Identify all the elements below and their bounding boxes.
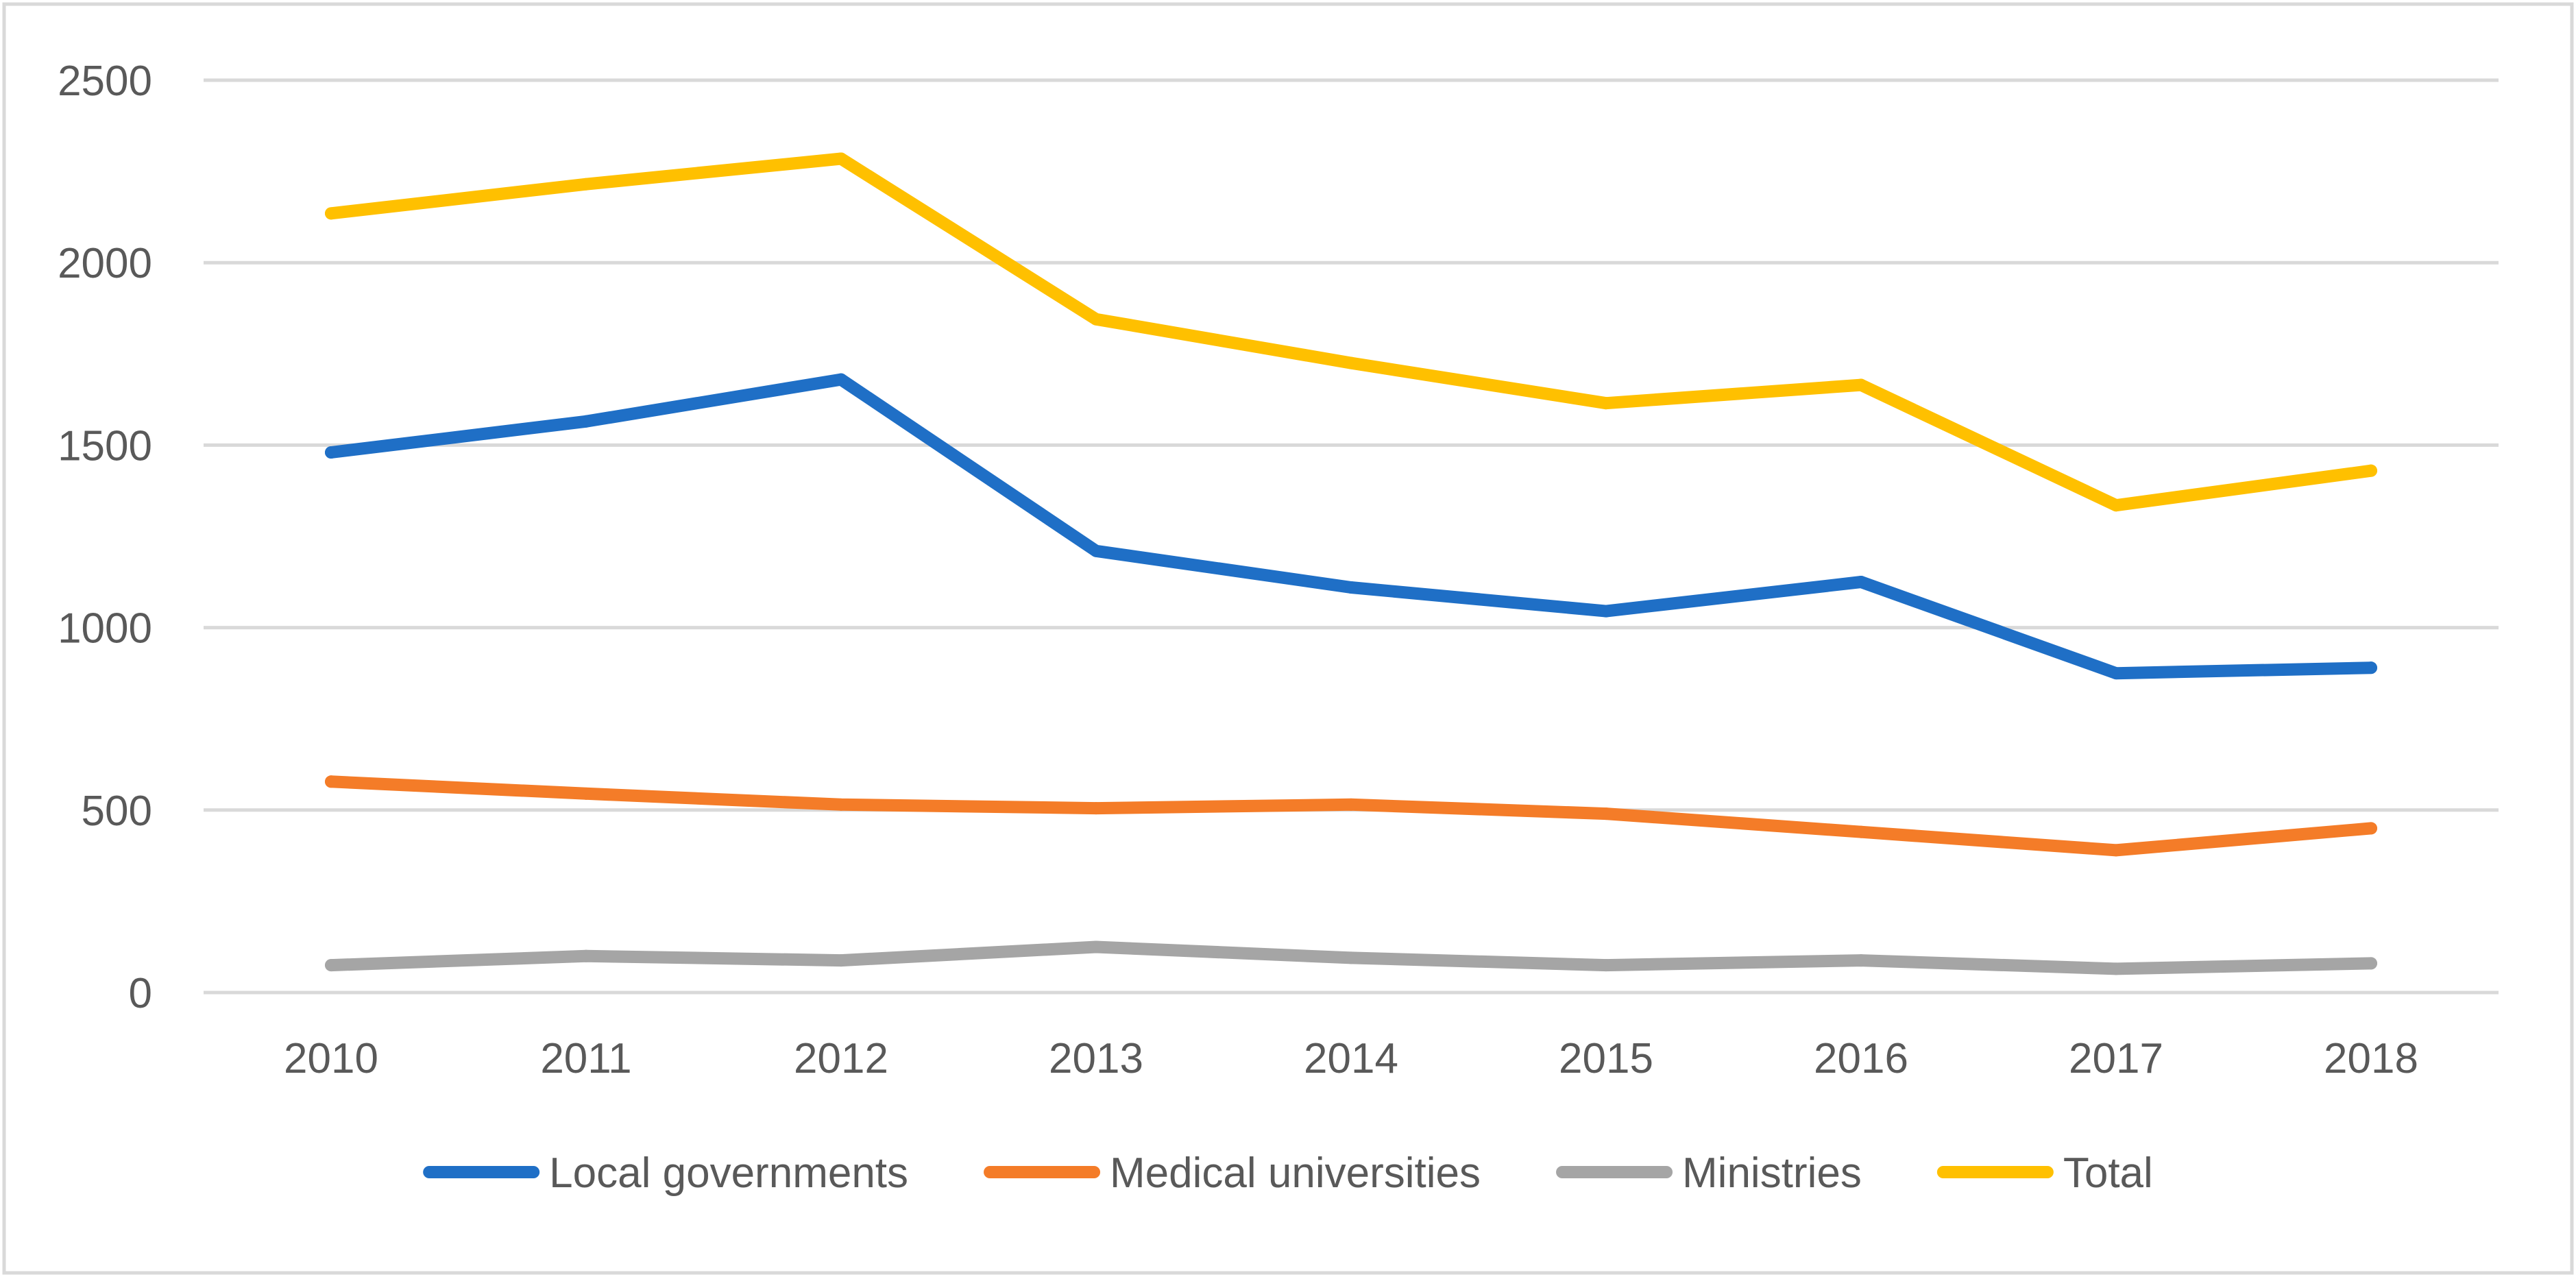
series-lines xyxy=(325,152,2377,975)
data-point-total xyxy=(835,152,847,165)
data-point-local-governments xyxy=(1345,581,1357,594)
x-tick-label: 2011 xyxy=(540,1035,631,1082)
data-point-medical-universities xyxy=(2110,844,2122,857)
x-axis-tick-labels: 2010 2011 2012 2013 2014 2015 2016 2017 2018 xyxy=(284,1035,2418,1082)
x-tick-label: 2015 xyxy=(1559,1035,1653,1082)
data-point-medical-universities xyxy=(580,787,592,800)
data-point-total xyxy=(1600,397,1612,410)
data-point-ministries xyxy=(1345,951,1357,964)
data-point-medical-universities xyxy=(835,798,847,811)
legend-label: Medical universities xyxy=(1110,1150,1481,1197)
y-tick-label: 500 xyxy=(82,788,152,835)
x-tick-label: 2010 xyxy=(284,1035,378,1082)
data-point-total xyxy=(1855,378,1867,391)
data-point-total xyxy=(1090,313,1102,326)
data-point-local-governments xyxy=(1090,544,1102,557)
x-tick-label: 2013 xyxy=(1049,1035,1143,1082)
x-tick-label: 2016 xyxy=(1814,1035,1908,1082)
y-tick-label: 2000 xyxy=(58,240,152,287)
y-tick-label: 1500 xyxy=(58,422,152,470)
data-point-local-governments xyxy=(1600,605,1612,618)
data-point-local-governments xyxy=(835,373,847,386)
legend-label: Local governments xyxy=(549,1150,908,1197)
data-point-medical-universities xyxy=(1600,807,1612,820)
x-tick-label: 2014 xyxy=(1304,1035,1398,1082)
x-tick-label: 2018 xyxy=(2324,1035,2418,1082)
data-point-local-governments xyxy=(325,446,337,459)
data-point-local-governments xyxy=(2110,667,2122,680)
data-point-ministries xyxy=(2365,957,2377,970)
data-point-medical-universities xyxy=(1345,798,1357,811)
x-tick-label: 2017 xyxy=(2069,1035,2163,1082)
data-point-medical-universities xyxy=(2365,822,2377,835)
data-point-ministries xyxy=(1090,940,1102,953)
data-point-medical-universities xyxy=(325,775,337,788)
y-tick-label: 2500 xyxy=(58,58,152,105)
y-tick-label: 0 xyxy=(129,970,152,1017)
legend: Local governments Medical universities Min… xyxy=(423,1150,2153,1197)
y-tick-label: 1000 xyxy=(58,605,152,653)
data-point-local-governments xyxy=(2365,661,2377,674)
legend-label: Total xyxy=(2063,1150,2153,1197)
data-point-ministries xyxy=(325,959,337,972)
data-point-total xyxy=(2110,499,2122,512)
data-point-total xyxy=(580,178,592,191)
data-point-medical-universities xyxy=(1855,825,1867,838)
data-point-ministries xyxy=(835,954,847,967)
data-point-ministries xyxy=(580,949,592,962)
data-point-ministries xyxy=(1600,959,1612,972)
data-point-ministries xyxy=(2110,962,2122,975)
data-point-local-governments xyxy=(580,415,592,428)
legend-label: Ministries xyxy=(1682,1150,1862,1197)
x-tick-label: 2012 xyxy=(794,1035,888,1082)
data-point-medical-universities xyxy=(1090,802,1102,815)
y-axis-tick-labels: 0 500 1000 1500 2000 2500 xyxy=(58,58,152,1017)
data-point-total xyxy=(325,207,337,220)
data-point-total xyxy=(2365,464,2377,477)
gridlines xyxy=(204,78,2499,995)
data-point-total xyxy=(1345,356,1357,369)
data-point-ministries xyxy=(1855,954,1867,967)
data-point-local-governments xyxy=(1855,576,1867,589)
